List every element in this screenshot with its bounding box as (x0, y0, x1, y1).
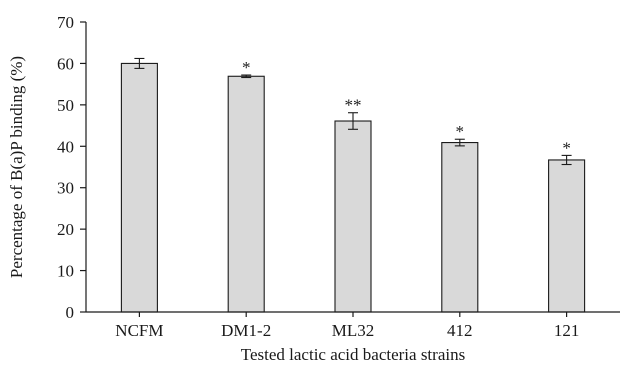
y-tick-label: 10 (57, 262, 74, 281)
bar-ncfm (120, 62, 158, 313)
y-tick-label: 70 (57, 13, 74, 32)
error-bars-group (134, 57, 572, 166)
x-tick-label: DM1-2 (221, 321, 271, 340)
bar-412 (441, 142, 479, 313)
y-tick-label: 40 (57, 137, 74, 156)
bar-ml32 (334, 120, 372, 313)
significance-marker: * (456, 122, 465, 141)
significance-marker: * (242, 58, 251, 77)
x-axis-categories: NCFM DM1-2 ML32 412 121 (115, 312, 579, 340)
x-tick-label: 121 (554, 321, 580, 340)
y-axis-label: Percentage of B(a)P binding (%) (7, 56, 26, 278)
significance-marker: * (562, 138, 571, 157)
significance-marker: ** (345, 96, 362, 115)
y-tick-label: 30 (57, 179, 74, 198)
y-tick-label: 60 (57, 54, 74, 73)
significance-markers-group: ***** (242, 58, 571, 157)
y-axis-ticks: 0 10 20 30 40 50 60 70 (57, 13, 86, 322)
y-tick-label: 50 (57, 96, 74, 115)
bar-121 (548, 159, 586, 313)
y-tick-label: 20 (57, 220, 74, 239)
x-tick-label: NCFM (115, 321, 163, 340)
x-axis-label: Tested lactic acid bacteria strains (241, 345, 465, 364)
bar-dm1-2 (227, 75, 265, 313)
bars-group (120, 62, 586, 313)
x-tick-label: ML32 (332, 321, 375, 340)
x-tick-label: 412 (447, 321, 473, 340)
y-tick-label: 0 (66, 303, 75, 322)
